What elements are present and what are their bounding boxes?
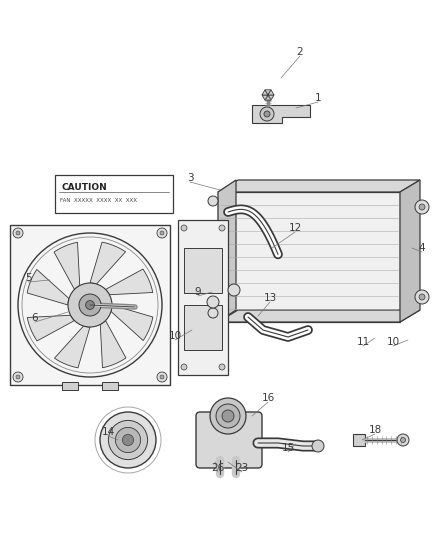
Text: 3: 3: [187, 173, 193, 183]
Circle shape: [312, 440, 324, 452]
Circle shape: [419, 294, 425, 300]
Polygon shape: [265, 90, 271, 95]
Circle shape: [13, 372, 23, 382]
Circle shape: [397, 434, 409, 446]
Circle shape: [208, 196, 218, 206]
Polygon shape: [54, 326, 90, 368]
Text: 10: 10: [169, 331, 182, 341]
Text: 5: 5: [25, 273, 31, 283]
Text: 10: 10: [386, 337, 399, 347]
Circle shape: [228, 284, 240, 296]
Bar: [184, 248, 222, 293]
Polygon shape: [262, 95, 268, 100]
Polygon shape: [268, 90, 274, 95]
Circle shape: [13, 228, 23, 238]
Text: 26: 26: [212, 463, 225, 473]
Polygon shape: [10, 225, 170, 385]
Circle shape: [68, 283, 112, 327]
Circle shape: [208, 308, 218, 318]
Polygon shape: [252, 105, 310, 123]
Polygon shape: [268, 95, 274, 100]
Circle shape: [122, 434, 134, 446]
Circle shape: [419, 204, 425, 210]
Text: 9: 9: [194, 287, 201, 297]
Polygon shape: [218, 180, 420, 192]
Circle shape: [222, 410, 234, 422]
Text: 14: 14: [101, 427, 115, 437]
Circle shape: [181, 225, 187, 231]
Polygon shape: [100, 320, 126, 368]
Circle shape: [260, 107, 274, 121]
Circle shape: [219, 225, 225, 231]
Text: 12: 12: [288, 223, 302, 233]
Circle shape: [210, 398, 246, 434]
Circle shape: [16, 231, 20, 235]
Polygon shape: [265, 95, 271, 100]
Text: 23: 23: [235, 463, 249, 473]
Bar: [55, 175, 173, 213]
Polygon shape: [111, 305, 153, 341]
Polygon shape: [262, 90, 268, 95]
Polygon shape: [106, 269, 153, 295]
Circle shape: [415, 290, 429, 304]
Text: CAUTION: CAUTION: [61, 182, 107, 191]
Polygon shape: [54, 242, 80, 289]
Text: 2: 2: [297, 47, 303, 57]
Circle shape: [108, 421, 148, 459]
Polygon shape: [27, 270, 69, 305]
Bar: [178, 220, 228, 375]
Text: 15: 15: [281, 443, 295, 453]
Polygon shape: [27, 315, 74, 341]
Circle shape: [79, 294, 101, 316]
Circle shape: [264, 111, 270, 117]
Polygon shape: [218, 192, 400, 322]
Polygon shape: [218, 310, 420, 322]
Text: 11: 11: [357, 337, 370, 347]
Bar: [353, 434, 365, 446]
Circle shape: [181, 364, 187, 370]
Text: 18: 18: [368, 425, 381, 435]
Circle shape: [115, 427, 141, 453]
Bar: [102, 382, 118, 390]
Text: 1: 1: [314, 93, 321, 103]
Polygon shape: [218, 180, 236, 322]
Circle shape: [219, 364, 225, 370]
Text: 4: 4: [419, 243, 425, 253]
FancyBboxPatch shape: [196, 412, 262, 468]
Polygon shape: [400, 180, 420, 322]
Circle shape: [415, 200, 429, 214]
Circle shape: [160, 375, 164, 379]
Text: 6: 6: [32, 313, 38, 323]
Text: 13: 13: [263, 293, 277, 303]
Circle shape: [216, 404, 240, 428]
Circle shape: [207, 296, 219, 308]
Bar: [184, 305, 222, 350]
Text: 16: 16: [261, 393, 275, 403]
Circle shape: [157, 228, 167, 238]
Circle shape: [157, 372, 167, 382]
Circle shape: [85, 301, 95, 309]
Text: FAN  XXXXX  XXXX  XX  XXX: FAN XXXXX XXXX XX XXX: [60, 198, 137, 204]
Circle shape: [100, 412, 156, 468]
Bar: [62, 382, 78, 390]
Polygon shape: [90, 242, 126, 284]
Circle shape: [160, 231, 164, 235]
Circle shape: [400, 438, 406, 442]
Circle shape: [16, 375, 20, 379]
